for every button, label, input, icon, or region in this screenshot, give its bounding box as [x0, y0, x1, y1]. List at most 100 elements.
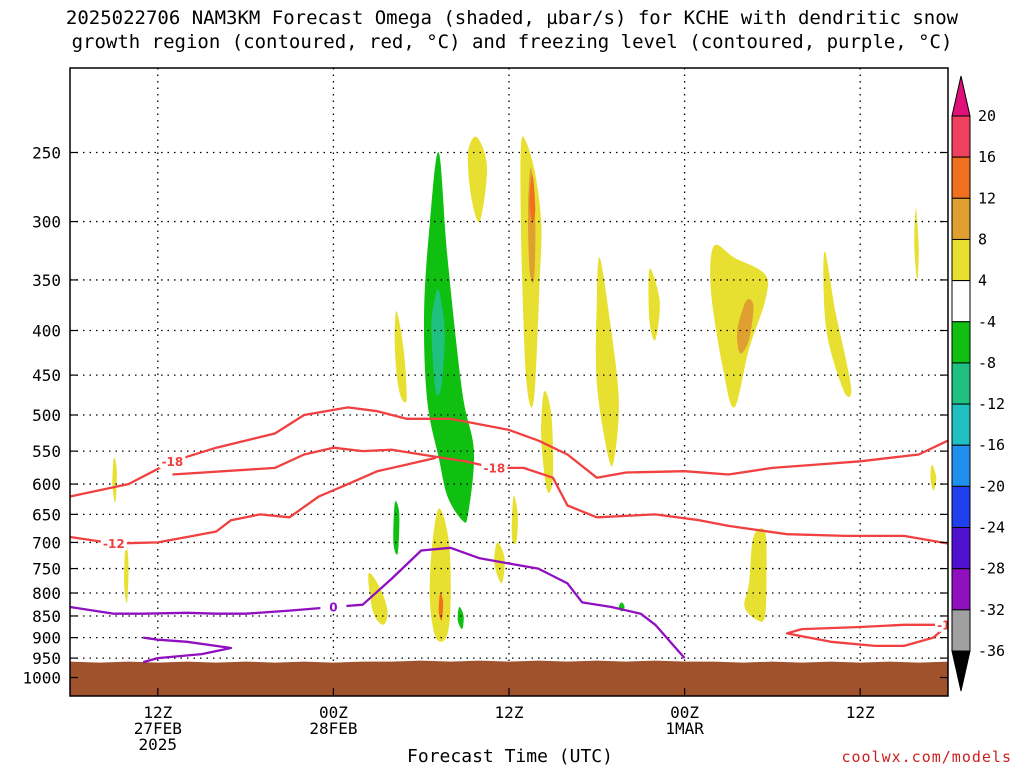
colorbar-swatch-11 [951, 568, 971, 611]
y-tick-label-350: 350 [32, 271, 61, 290]
contour-line-0 [70, 406, 948, 498]
omega-region-13 [429, 508, 451, 642]
axes: 250 300 350 400 450 500 550 600 650 700 750 800 850 9… [22, 67, 949, 754]
colorbar-tick-label-11: -28 [978, 560, 1005, 578]
x-tick-label-54-0: 12Z [846, 703, 875, 722]
y-tick-label-600: 600 [32, 475, 61, 494]
colorbar-tick-label-3: 8 [978, 230, 987, 248]
contour-label-bg-3 [935, 617, 948, 632]
contour-label-bg-4 [320, 599, 347, 614]
colorbar-swatch-2 [951, 197, 971, 240]
plot-area: -18 -18 -12 -12 0 [70, 68, 959, 696]
colorbar-swatch-7 [951, 403, 971, 446]
omega-region-11 [823, 251, 852, 397]
omega-region-10 [737, 299, 754, 354]
omega-region-8 [648, 268, 660, 341]
contour-label-0: -18 [162, 455, 184, 469]
colorbar-tick-label-8: -16 [978, 436, 1005, 454]
x-tick-label-6-1: 27FEB [134, 719, 182, 738]
contour-line-4 [70, 546, 686, 659]
y-tick-label-250: 250 [32, 144, 61, 163]
colorbar-swatch-3 [951, 238, 971, 282]
y-tick-label-400: 400 [32, 322, 61, 341]
omega-region-17 [393, 501, 400, 555]
colorbar-tick-label-0: 20 [978, 107, 996, 125]
y-tick-label-800: 800 [32, 584, 61, 603]
omega-region-20 [112, 457, 117, 503]
chart-title: 2025022706 NAM3KM Forecast Omega (shaded… [0, 6, 1024, 54]
credit-link[interactable]: coolwx.com/models [841, 748, 1012, 766]
colorbar-swatch-0 [951, 115, 971, 158]
omega-region-1 [431, 289, 445, 396]
colorbar-tick-label-9: -20 [978, 477, 1005, 495]
y-tick-label-1000: 1000 [22, 669, 61, 688]
omega-region-0 [423, 151, 475, 523]
colorbar-swatch-12 [951, 609, 971, 652]
y-tick-label-550: 550 [32, 442, 61, 461]
y-tick-label-750: 750 [32, 560, 61, 579]
y-tick-label-950: 950 [32, 649, 61, 668]
omega-region-15 [368, 572, 388, 625]
colorbar-tick-label-4: 4 [978, 272, 987, 290]
y-tick-label-500: 500 [32, 406, 61, 425]
omega-region-14 [438, 592, 444, 621]
contour-line-5 [142, 636, 233, 664]
contour-label-2: -12 [103, 537, 125, 551]
y-tick-label-450: 450 [32, 366, 61, 385]
omega-region-4 [529, 174, 536, 222]
x-tick-label-18-0: 00Z [319, 703, 348, 722]
colorbar-tick-label-12: -32 [978, 601, 1005, 619]
y-tick-label-850: 850 [32, 607, 61, 626]
contour-line-2 [70, 456, 437, 545]
colorbar-top-triangle [951, 75, 971, 117]
title-line-1: 2025022706 NAM3KM Forecast Omega (shaded… [65, 7, 959, 29]
x-tick-label-30-0: 12Z [495, 703, 524, 722]
omega-region-18 [457, 606, 464, 630]
contour-label-3: -12 [937, 618, 959, 632]
y-tick-label-300: 300 [32, 213, 61, 232]
colorbar-swatch-10 [951, 527, 971, 570]
plot-content: -18 -18 -12 -12 0 [70, 68, 959, 696]
y-tick-label-900: 900 [32, 629, 61, 648]
colorbar-swatch-4 [951, 280, 971, 323]
colorbar-bottom-triangle [951, 650, 971, 692]
colorbar-tick-label-2: 12 [978, 189, 996, 207]
colorbar-swatch-9 [951, 485, 971, 529]
x-tick-label-42-0: 00Z [670, 703, 699, 722]
y-tick-label-700: 700 [32, 533, 61, 552]
colorbar-tick-label-1: 16 [978, 148, 996, 166]
colorbar-tick-label-6: -8 [978, 354, 996, 372]
omega-region-25 [930, 464, 937, 491]
terrain-ground [70, 660, 948, 696]
colorbar-swatch-6 [951, 362, 971, 405]
x-tick-label-6-2: 2025 [139, 735, 178, 754]
colorbar: 20 16 12 8 4 -4 -8 -12 -16 -20 -24 -28 -32 -36 [951, 75, 1005, 692]
y-tick-label-650: 650 [32, 505, 61, 524]
colorbar-tick-label-13: -36 [978, 642, 1005, 660]
omega-region-6 [595, 257, 619, 467]
x-axis-label: Forecast Time (UTC) [407, 746, 613, 767]
colorbar-tick-label-7: -12 [978, 395, 1005, 413]
title-line-2: growth region (contoured, red, °C) and f… [71, 31, 953, 53]
omega-region-21 [124, 541, 129, 603]
omega-region-16 [744, 528, 767, 622]
colorbar-tick-label-5: -4 [978, 313, 996, 331]
omega-region-24 [914, 208, 919, 280]
contour-label-bg-1 [481, 460, 508, 475]
colorbar-swatch-8 [951, 444, 971, 487]
contour-label-1: -18 [484, 461, 506, 475]
omega-region-12 [394, 311, 407, 403]
colorbar-swatch-1 [951, 156, 971, 199]
omega-region-5 [467, 136, 488, 223]
colorbar-tick-label-10: -24 [978, 519, 1005, 537]
x-tick-label-18-1: 28FEB [309, 719, 357, 738]
contour-label-4: 0 [329, 600, 337, 614]
omega-region-7 [541, 390, 554, 493]
contour-line-3 [785, 623, 948, 648]
contour-line-1 [172, 446, 948, 545]
omega-region-22 [511, 495, 518, 545]
colorbar-swatch-5 [951, 321, 971, 364]
contour-label-bg-2 [100, 536, 127, 551]
x-tick-label-6-0: 12Z [143, 703, 172, 722]
